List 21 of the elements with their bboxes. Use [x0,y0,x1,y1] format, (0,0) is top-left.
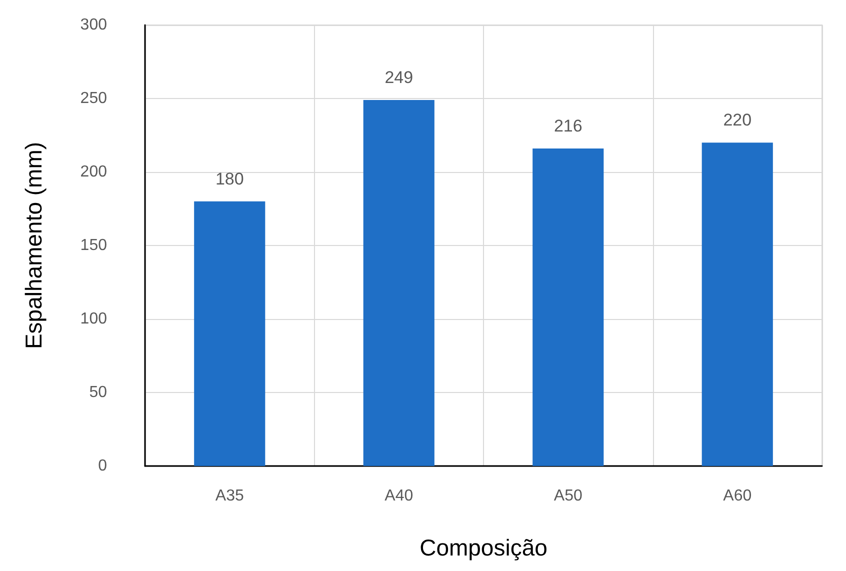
y-tick-label: 200 [80,164,108,180]
y-tick-label: 300 [80,16,108,34]
y-tick-label: 100 [80,310,108,328]
data-label: 216 [554,116,582,136]
y-tick-label: 50 [89,384,108,401]
y-tick-label: 250 [80,90,108,107]
y-tick-label: 150 [80,237,108,254]
x-tick-label: A60 [723,488,752,504]
bar [363,100,434,466]
bar [702,142,773,466]
data-label: 249 [384,68,414,87]
x-axis-title: Composição [420,534,548,560]
bar [194,201,266,466]
data-label: 220 [723,110,752,130]
y-tick-label: 0 [98,458,108,474]
data-label: 180 [215,169,244,188]
x-tick-label: A40 [384,488,414,504]
x-tick-label: A35 [215,488,244,504]
y-axis-title: Espalhamento (mm) [20,142,46,350]
x-tick-label: A50 [554,488,582,504]
bar [532,148,604,466]
